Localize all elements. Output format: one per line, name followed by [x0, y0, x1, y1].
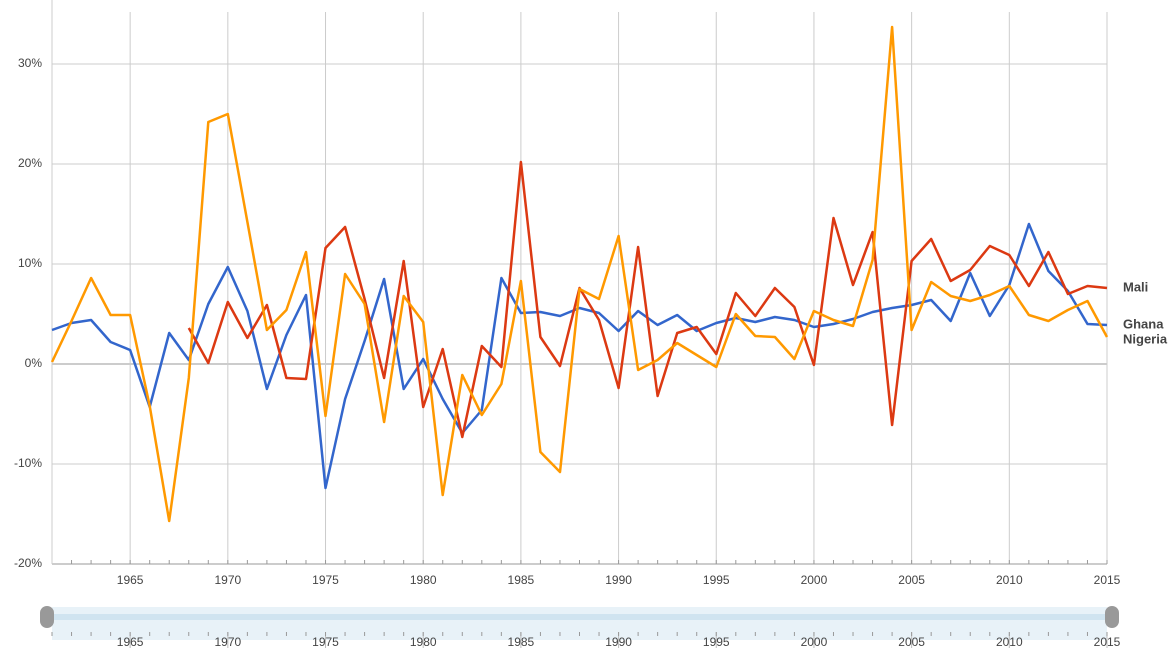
- x-tick-label: 2000: [801, 573, 828, 587]
- x-tick-label: 1995: [703, 573, 730, 587]
- x-tick-label: 1965: [117, 573, 144, 587]
- slider-tick-label: 2015: [1094, 635, 1121, 649]
- y-tick-label: 30%: [18, 56, 42, 70]
- y-tick-label: 20%: [18, 156, 42, 170]
- x-tick-label: 1975: [312, 573, 339, 587]
- series-label: Mali: [1123, 279, 1148, 294]
- slider-tick-label: 2005: [898, 635, 925, 649]
- slider-tick-label: 1995: [703, 635, 730, 649]
- slider-tick-label: 2000: [801, 635, 828, 649]
- y-tick-label: 10%: [18, 256, 42, 270]
- slider-tick-label: 1965: [117, 635, 144, 649]
- x-tick-label: 1985: [508, 573, 535, 587]
- x-tick-label: 2010: [996, 573, 1023, 587]
- range-slider-track: [52, 614, 1107, 620]
- slider-tick-label: 2010: [996, 635, 1023, 649]
- series-label: Ghana: [1123, 316, 1164, 331]
- slider-tick-label: 1975: [312, 635, 339, 649]
- x-tick-label: 1990: [605, 573, 632, 587]
- slider-tick-label: 1990: [605, 635, 632, 649]
- series-line: [51, 222, 1108, 490]
- y-tick-label: 0%: [25, 356, 43, 370]
- x-tick-label: 1970: [214, 573, 241, 587]
- slider-tick-label: 1980: [410, 635, 437, 649]
- y-tick-label: -20%: [14, 556, 42, 570]
- slider-tick-label: 1970: [214, 635, 241, 649]
- x-tick-label: 2005: [898, 573, 925, 587]
- slider-handle-right[interactable]: [1105, 606, 1119, 628]
- slider-tick-label: 1985: [508, 635, 535, 649]
- y-tick-label: -10%: [14, 456, 42, 470]
- x-tick-label: 1980: [410, 573, 437, 587]
- slider-handle-left[interactable]: [40, 606, 54, 628]
- series-line: [187, 160, 1108, 439]
- series-label: Nigeria: [1123, 331, 1168, 346]
- x-tick-label: 2015: [1094, 573, 1121, 587]
- series-line: [50, 25, 1109, 523]
